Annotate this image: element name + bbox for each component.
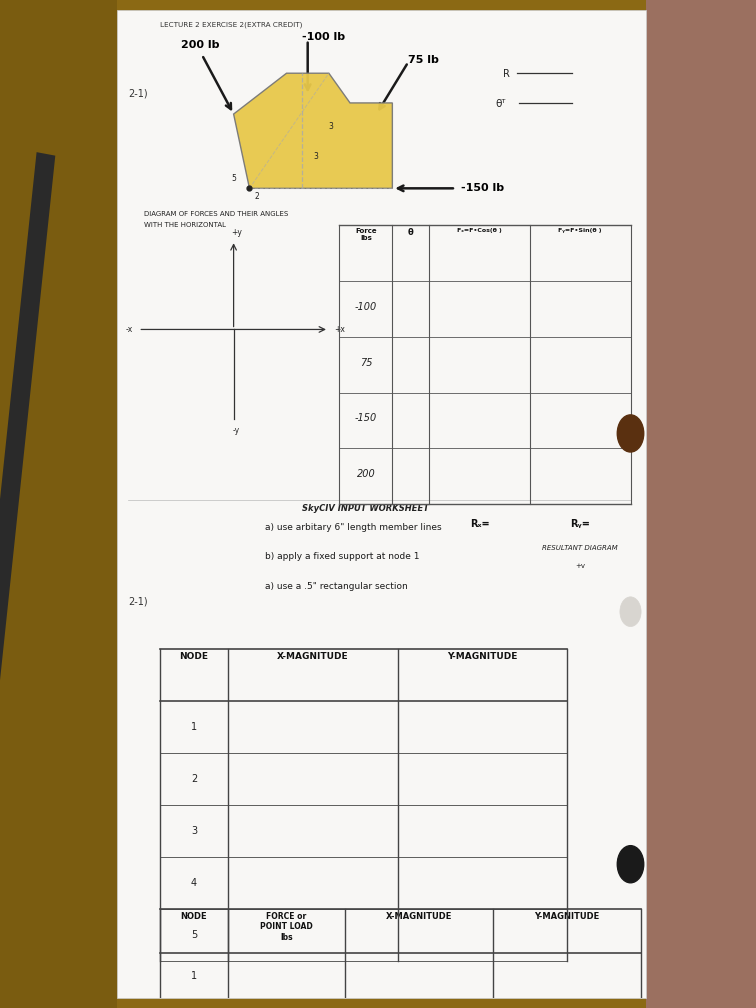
Circle shape bbox=[617, 415, 644, 452]
Text: -x: -x bbox=[125, 325, 133, 334]
Polygon shape bbox=[234, 74, 392, 188]
Text: +v: +v bbox=[575, 563, 585, 570]
Text: 4: 4 bbox=[191, 878, 197, 888]
Text: 75: 75 bbox=[360, 358, 372, 368]
Text: 3: 3 bbox=[191, 826, 197, 836]
Text: 5: 5 bbox=[231, 174, 236, 182]
Text: θᵀ: θᵀ bbox=[496, 99, 506, 109]
Text: Rₓ=: Rₓ= bbox=[470, 519, 489, 529]
Text: Force
lbs: Force lbs bbox=[355, 229, 376, 242]
Text: 1: 1 bbox=[191, 971, 197, 981]
Text: 2-1): 2-1) bbox=[128, 597, 147, 607]
Text: -100: -100 bbox=[355, 301, 377, 311]
Text: Fₓ=F•Cos(θ ): Fₓ=F•Cos(θ ) bbox=[457, 229, 502, 234]
Text: 75 lb: 75 lb bbox=[408, 54, 439, 65]
Bar bbox=[117, 10, 646, 998]
Text: FORCE or
POINT LOAD
lbs: FORCE or POINT LOAD lbs bbox=[260, 912, 313, 941]
Text: WITH THE HORIZONTAL: WITH THE HORIZONTAL bbox=[144, 222, 225, 228]
Circle shape bbox=[620, 597, 641, 627]
Text: NODE: NODE bbox=[181, 912, 207, 920]
Text: 200: 200 bbox=[357, 469, 375, 479]
Text: DIAGRAM OF FORCES AND THEIR ANGLES: DIAGRAM OF FORCES AND THEIR ANGLES bbox=[144, 211, 288, 217]
Text: +x: +x bbox=[334, 325, 345, 334]
Circle shape bbox=[617, 846, 644, 883]
Text: 3: 3 bbox=[329, 122, 333, 131]
Text: -100 lb: -100 lb bbox=[302, 32, 345, 42]
Text: Fᵧ=F•Sin(θ ): Fᵧ=F•Sin(θ ) bbox=[559, 229, 602, 234]
Text: X-MAGNITUDE: X-MAGNITUDE bbox=[277, 652, 349, 661]
Text: 200 lb: 200 lb bbox=[181, 39, 219, 49]
Text: -150: -150 bbox=[355, 413, 377, 423]
Text: NODE: NODE bbox=[179, 652, 209, 661]
Text: Rᵧ=: Rᵧ= bbox=[570, 519, 590, 529]
Text: θ: θ bbox=[408, 229, 414, 238]
Text: Y-MAGNITUDE: Y-MAGNITUDE bbox=[534, 912, 600, 920]
Text: 3: 3 bbox=[313, 151, 318, 160]
Bar bbox=[0, 152, 55, 705]
Text: 5: 5 bbox=[191, 929, 197, 939]
Text: a) use a .5" rectangular section: a) use a .5" rectangular section bbox=[265, 582, 408, 591]
Text: SkyCIV INPUT WORKSHEET: SkyCIV INPUT WORKSHEET bbox=[302, 504, 429, 513]
Text: -150 lb: -150 lb bbox=[461, 183, 504, 194]
Text: Y-MAGNITUDE: Y-MAGNITUDE bbox=[447, 652, 518, 661]
Text: X-MAGNITUDE: X-MAGNITUDE bbox=[386, 912, 452, 920]
Text: RESULTANT DIAGRAM: RESULTANT DIAGRAM bbox=[542, 545, 618, 550]
Text: 2: 2 bbox=[191, 774, 197, 784]
Text: b) apply a fixed support at node 1: b) apply a fixed support at node 1 bbox=[265, 552, 420, 561]
Bar bbox=[0, 0, 117, 1008]
Text: LECTURE 2 EXERCISE 2(EXTRA CREDIT): LECTURE 2 EXERCISE 2(EXTRA CREDIT) bbox=[160, 21, 302, 28]
Text: 2: 2 bbox=[255, 193, 259, 202]
Text: +y: +y bbox=[231, 228, 242, 237]
Text: a) use arbitary 6" length member lines: a) use arbitary 6" length member lines bbox=[265, 522, 442, 531]
Bar bbox=[646, 0, 756, 1008]
Text: R: R bbox=[503, 70, 510, 80]
Text: 2-1): 2-1) bbox=[128, 88, 147, 98]
Text: -y: -y bbox=[233, 426, 240, 435]
Text: 1: 1 bbox=[191, 722, 197, 732]
